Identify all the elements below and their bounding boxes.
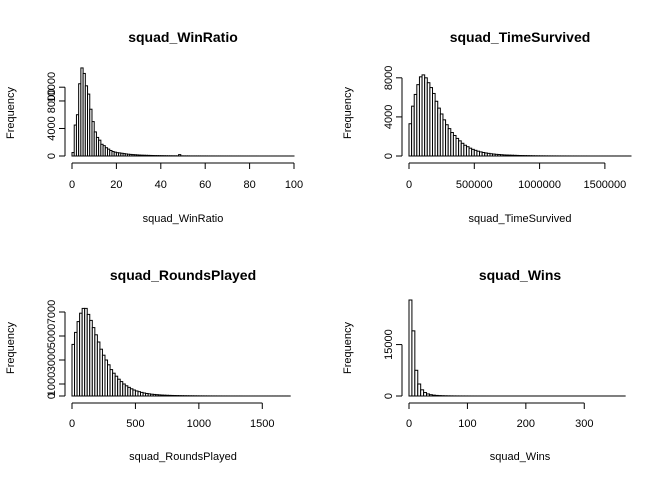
x-tick-label: 1500 [250, 418, 274, 430]
x-tick-label: 80 [243, 179, 255, 191]
x-tick-label: 500 [126, 418, 144, 430]
y-tick-label: 7000 [46, 300, 58, 324]
y-tick-label: 10000 [46, 72, 58, 103]
x-tick-label: 40 [155, 179, 167, 191]
y-axis-label: Frequency [5, 87, 17, 139]
x-axis-label: squad_WinRatio [143, 213, 224, 225]
chart-title: squad_WinRatio [128, 29, 238, 45]
x-tick-label: 500000 [456, 179, 493, 191]
x-tick-label: 0 [69, 418, 75, 430]
chart-title: squad_Wins [479, 267, 562, 283]
y-axis-label: Frequency [5, 322, 17, 374]
histogram-bar [414, 369, 419, 397]
x-axis-label: squad_Wins [490, 451, 551, 463]
x-tick-label: 200 [517, 418, 535, 430]
chart-title: squad_TimeSurvived [450, 29, 591, 45]
histogram-bar [411, 330, 416, 397]
x-tick-label: 300 [575, 418, 593, 430]
y-axis-label: Frequency [342, 322, 354, 374]
x-tick-label: 1000 [187, 418, 211, 430]
x-axis-label: squad_TimeSurvived [469, 213, 572, 225]
y-tick-label: 4000 [46, 116, 58, 140]
x-tick-label: 1500000 [583, 179, 626, 191]
y-tick-label: 8000 [46, 89, 58, 113]
x-tick-label: 100 [458, 418, 476, 430]
histogram-bar [178, 154, 182, 157]
chart-panel: squad_WinRatio 0 20 40 60 80 100 0 4000 800010000… [5, 29, 303, 225]
chart-panel: squad_Wins 0 100 200 300 0 15000 squad_Wins Freq… [342, 267, 626, 463]
x-tick-label: 0 [406, 179, 412, 191]
y-tick-label: 0 [383, 153, 395, 159]
y-tick-label: 4000 [383, 105, 395, 129]
x-tick-label: 0 [406, 418, 412, 430]
y-tick-label: 3000 [46, 348, 58, 372]
x-tick-label: 1000000 [518, 179, 561, 191]
y-tick-label: 0 [46, 393, 58, 399]
x-axis-label: squad_RoundsPlayed [129, 451, 237, 463]
x-tick-label: 60 [199, 179, 211, 191]
x-tick-label: 100 [285, 179, 303, 191]
chart-panel: squad_TimeSurvived 0 500000 1000000 1500000 0… [342, 29, 632, 225]
y-tick-label: 15000 [383, 329, 395, 360]
x-tick-label: 20 [110, 179, 122, 191]
y-tick-label: 8000 [383, 66, 395, 90]
y-tick-label: 5000 [46, 324, 58, 348]
y-tick-label: 0 [383, 393, 395, 399]
y-axis-label: Frequency [342, 87, 354, 139]
x-tick-label: 0 [69, 179, 75, 191]
chart-title: squad_RoundsPlayed [110, 267, 256, 283]
y-tick-label: 1000 [46, 372, 58, 396]
y-tick-label: 0 [46, 153, 58, 159]
